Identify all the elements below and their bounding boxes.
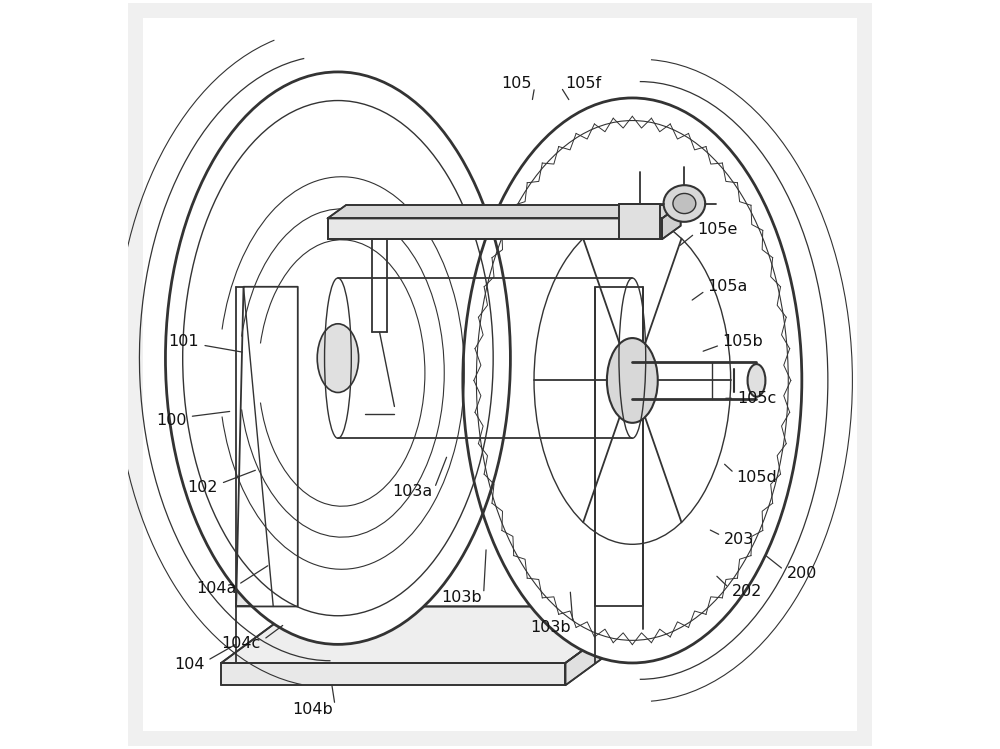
Text: 104: 104 — [174, 657, 204, 672]
Polygon shape — [236, 287, 298, 607]
Text: 104b: 104b — [292, 702, 333, 717]
Ellipse shape — [664, 185, 705, 222]
Text: 102: 102 — [187, 480, 218, 495]
Ellipse shape — [673, 193, 696, 213]
Ellipse shape — [317, 324, 359, 392]
Text: 103b: 103b — [441, 590, 482, 605]
Ellipse shape — [748, 364, 765, 397]
Text: 104a: 104a — [196, 581, 236, 596]
Text: 202: 202 — [732, 584, 762, 599]
Polygon shape — [595, 287, 643, 607]
Text: 100: 100 — [156, 413, 187, 428]
Text: 200: 200 — [787, 566, 817, 581]
Polygon shape — [565, 607, 643, 685]
Ellipse shape — [607, 338, 658, 423]
Text: 101: 101 — [169, 333, 199, 348]
Polygon shape — [328, 205, 681, 219]
Polygon shape — [221, 663, 565, 685]
Text: 105b: 105b — [722, 333, 763, 348]
Ellipse shape — [165, 72, 510, 644]
Text: 105a: 105a — [707, 279, 748, 294]
Text: 103b: 103b — [530, 619, 571, 634]
Text: 203: 203 — [724, 532, 755, 547]
Polygon shape — [328, 219, 662, 239]
Text: 103a: 103a — [392, 485, 432, 500]
Polygon shape — [221, 607, 643, 663]
Ellipse shape — [463, 98, 802, 663]
Text: 105f: 105f — [565, 76, 601, 91]
Polygon shape — [662, 205, 681, 239]
Text: 105d: 105d — [736, 470, 777, 485]
Polygon shape — [619, 204, 660, 239]
Text: 105e: 105e — [697, 222, 737, 237]
Text: 105c: 105c — [737, 391, 776, 406]
Text: 104c: 104c — [222, 636, 261, 651]
Text: 105: 105 — [501, 76, 532, 91]
